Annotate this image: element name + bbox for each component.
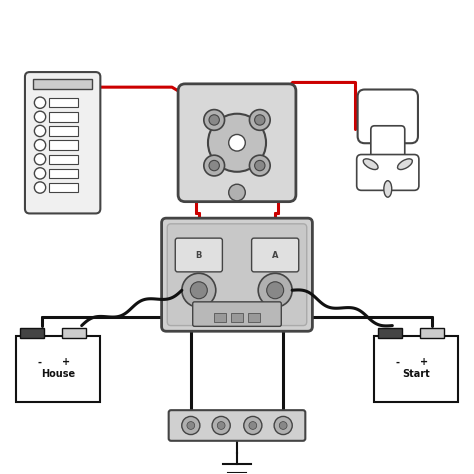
Bar <box>34 79 92 89</box>
FancyBboxPatch shape <box>162 218 312 331</box>
Circle shape <box>209 160 219 171</box>
Circle shape <box>249 421 257 429</box>
Circle shape <box>244 417 262 435</box>
Bar <box>48 155 78 164</box>
Circle shape <box>255 115 265 125</box>
Ellipse shape <box>363 159 378 170</box>
Bar <box>48 183 78 192</box>
Circle shape <box>229 135 245 151</box>
Bar <box>248 313 260 322</box>
Circle shape <box>182 417 200 435</box>
FancyBboxPatch shape <box>193 302 281 326</box>
Circle shape <box>255 160 265 171</box>
Text: -: - <box>395 357 400 367</box>
Circle shape <box>208 114 266 172</box>
FancyBboxPatch shape <box>175 238 222 272</box>
Circle shape <box>229 184 245 201</box>
Circle shape <box>209 115 219 125</box>
Circle shape <box>35 97 46 109</box>
Bar <box>48 98 78 108</box>
FancyBboxPatch shape <box>178 84 296 201</box>
FancyBboxPatch shape <box>167 224 307 326</box>
Circle shape <box>191 282 207 299</box>
Ellipse shape <box>398 159 412 170</box>
Circle shape <box>267 282 283 299</box>
FancyBboxPatch shape <box>20 328 44 338</box>
Circle shape <box>258 273 292 307</box>
Bar <box>48 140 78 150</box>
Circle shape <box>279 421 287 429</box>
Circle shape <box>204 109 225 130</box>
Circle shape <box>35 139 46 151</box>
Circle shape <box>35 154 46 165</box>
FancyBboxPatch shape <box>62 328 86 338</box>
Text: B: B <box>196 250 202 259</box>
Circle shape <box>249 155 270 176</box>
Bar <box>48 126 78 136</box>
Bar <box>48 169 78 178</box>
Circle shape <box>204 155 225 176</box>
Text: House: House <box>41 369 75 379</box>
Text: +: + <box>63 357 71 367</box>
Bar <box>214 313 226 322</box>
Circle shape <box>187 421 195 429</box>
Bar <box>48 112 78 121</box>
Circle shape <box>249 109 270 130</box>
FancyBboxPatch shape <box>16 336 100 402</box>
Circle shape <box>35 111 46 122</box>
Circle shape <box>212 417 230 435</box>
Circle shape <box>35 182 46 193</box>
Text: A: A <box>272 250 278 259</box>
Circle shape <box>217 421 225 429</box>
Text: -: - <box>37 357 41 367</box>
FancyBboxPatch shape <box>169 410 305 441</box>
Bar <box>231 313 243 322</box>
Ellipse shape <box>384 181 392 197</box>
Circle shape <box>182 273 216 307</box>
Circle shape <box>35 125 46 137</box>
Text: +: + <box>420 357 428 367</box>
FancyBboxPatch shape <box>357 155 419 191</box>
FancyBboxPatch shape <box>374 336 458 402</box>
FancyBboxPatch shape <box>357 90 418 143</box>
Text: Start: Start <box>402 369 430 379</box>
FancyBboxPatch shape <box>378 328 401 338</box>
FancyBboxPatch shape <box>252 238 299 272</box>
FancyBboxPatch shape <box>420 328 444 338</box>
FancyBboxPatch shape <box>25 72 100 213</box>
Circle shape <box>274 417 292 435</box>
Circle shape <box>35 168 46 179</box>
FancyBboxPatch shape <box>371 126 405 166</box>
